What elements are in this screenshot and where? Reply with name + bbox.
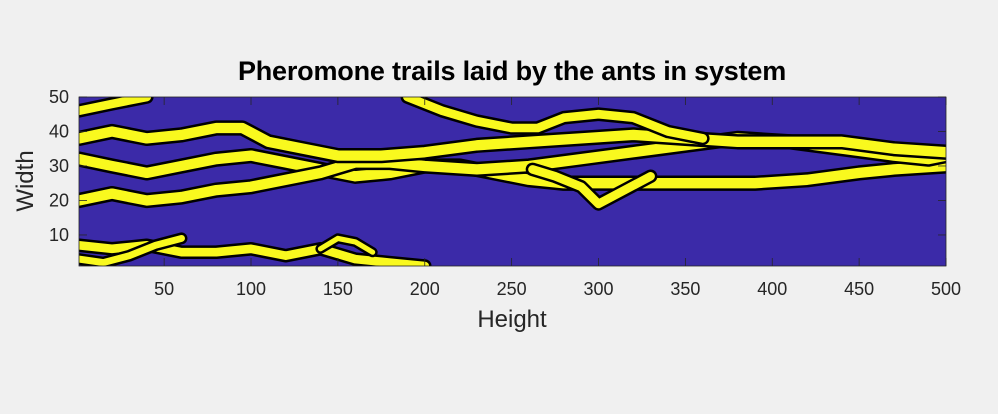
trail-6 bbox=[528, 165, 655, 209]
x-tick-label: 500 bbox=[931, 279, 961, 299]
y-axis: 10 20 30 40 50 bbox=[49, 87, 946, 245]
x-axis: 50 100 150 200 250 300 350 400 450 500 bbox=[154, 97, 961, 299]
x-axis-label: Height bbox=[477, 306, 547, 333]
x-tick-label: 50 bbox=[154, 279, 174, 299]
y-tick-label: 10 bbox=[49, 225, 69, 245]
x-tick-label: 450 bbox=[844, 279, 874, 299]
trail-3 bbox=[79, 122, 946, 161]
trail-4 bbox=[79, 97, 152, 116]
x-tick-label: 150 bbox=[323, 279, 353, 299]
y-tick-label: 40 bbox=[49, 121, 69, 141]
x-tick-label: 200 bbox=[410, 279, 440, 299]
y-tick-label: 30 bbox=[49, 156, 69, 176]
trails-layer bbox=[79, 97, 946, 266]
y-tick-label: 50 bbox=[49, 87, 69, 107]
trail-9 bbox=[317, 235, 376, 255]
x-tick-label: 300 bbox=[583, 279, 613, 299]
y-tick-label: 20 bbox=[49, 190, 69, 210]
x-tick-label: 350 bbox=[670, 279, 700, 299]
x-tick-label: 400 bbox=[757, 279, 787, 299]
y-axis-label: Width bbox=[12, 150, 39, 212]
trail-8 bbox=[79, 234, 185, 266]
trail-5 bbox=[403, 97, 708, 143]
chart-title: Pheromone trails laid by the ants in sys… bbox=[237, 56, 787, 86]
x-tick-label: 250 bbox=[497, 279, 527, 299]
trail-7 bbox=[79, 241, 430, 266]
x-tick-label: 100 bbox=[236, 279, 266, 299]
plot-border bbox=[78, 96, 947, 267]
